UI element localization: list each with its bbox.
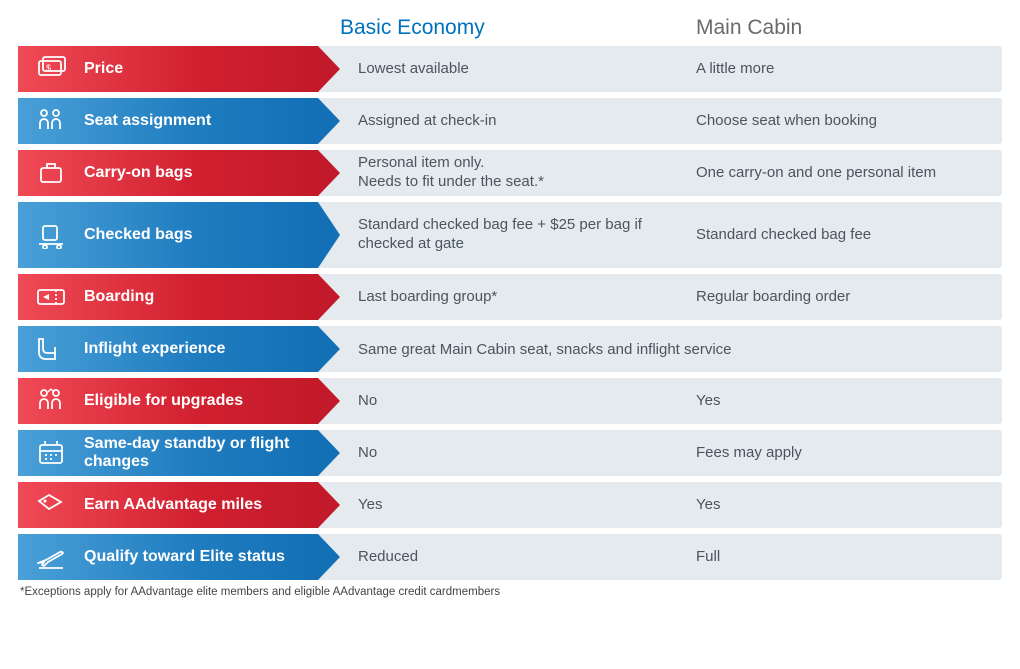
upgrade-people-icon — [18, 387, 84, 415]
cell-main: Yes — [676, 392, 1002, 411]
boarding-pass-icon — [18, 283, 84, 311]
header-row: Basic Economy Main Cabin — [18, 0, 1002, 46]
row-label-text: Same-day standby or flight changes — [84, 435, 318, 472]
cell-basic: Lowest available — [318, 60, 676, 79]
cell-main: Regular boarding order — [676, 288, 1002, 307]
fare-comparison-table: Basic Economy Main Cabin Price Lowest ava… — [18, 0, 1002, 598]
row-inflight: Inflight experience Same great Main Cabin… — [18, 326, 1002, 372]
row-body: Personal item only.Needs to fit under th… — [318, 150, 1002, 196]
row-body: Assigned at check-inChoose seat when boo… — [318, 98, 1002, 144]
cell-basic: Personal item only.Needs to fit under th… — [318, 154, 676, 192]
seat-icon — [18, 335, 84, 363]
luggage-cart-icon — [18, 221, 84, 249]
row-body: NoYes — [318, 378, 1002, 424]
cell-main: Fees may apply — [676, 444, 1002, 463]
cell-main: Yes — [676, 496, 1002, 515]
row-boarding: Boarding Last boarding group*Regular boar… — [18, 274, 1002, 320]
cell-basic: Last boarding group* — [318, 288, 676, 307]
row-upgrades: Eligible for upgrades NoYes — [18, 378, 1002, 424]
header-basic-economy: Basic Economy — [318, 16, 676, 40]
plane-takeoff-icon — [18, 543, 84, 571]
miles-tag-icon — [18, 491, 84, 519]
row-elite: Qualify toward Elite status ReducedFull — [18, 534, 1002, 580]
cell-main: Standard checked bag fee — [676, 226, 1002, 245]
cell-main: One carry-on and one personal item — [676, 164, 1002, 183]
cell-main: Choose seat when booking — [676, 112, 1002, 131]
row-label-text: Qualify toward Elite status — [84, 548, 293, 566]
calendar-icon — [18, 439, 84, 467]
row-label-boarding: Boarding — [18, 274, 318, 320]
row-miles: Earn AAdvantage miles YesYes — [18, 482, 1002, 528]
row-label-checked: Checked bags — [18, 202, 318, 268]
row-label-text: Checked bags — [84, 226, 200, 244]
cell-basic: No — [318, 444, 676, 463]
row-body: ReducedFull — [318, 534, 1002, 580]
header-main-cabin: Main Cabin — [676, 16, 1002, 40]
row-price: Price Lowest availableA little more — [18, 46, 1002, 92]
row-label-text: Earn AAdvantage miles — [84, 496, 270, 514]
cell-basic: Standard checked bag fee + $25 per bag i… — [318, 216, 676, 254]
cell-basic: No — [318, 392, 676, 411]
row-body: Lowest availableA little more — [318, 46, 1002, 92]
row-label-standby: Same-day standby or flight changes — [18, 430, 318, 476]
cell-basic: Reduced — [318, 548, 676, 567]
row-carryon: Carry-on bags Personal item only.Needs to… — [18, 150, 1002, 196]
row-body: Last boarding group*Regular boarding ord… — [318, 274, 1002, 320]
row-label-text: Inflight experience — [84, 340, 233, 358]
suitcase-icon — [18, 159, 84, 187]
row-label-upgrades: Eligible for upgrades — [18, 378, 318, 424]
row-label-elite: Qualify toward Elite status — [18, 534, 318, 580]
row-checked: Checked bags Standard checked bag fee + $… — [18, 202, 1002, 268]
row-label-inflight: Inflight experience — [18, 326, 318, 372]
row-body: Standard checked bag fee + $25 per bag i… — [318, 202, 1002, 268]
footnote: *Exceptions apply for AAdvantage elite m… — [18, 586, 1002, 598]
row-label-price: Price — [18, 46, 318, 92]
row-seat: Seat assignment Assigned at check-inChoos… — [18, 98, 1002, 144]
cell-main: Full — [676, 548, 1002, 567]
cell-main: A little more — [676, 60, 1002, 79]
row-label-text: Seat assignment — [84, 112, 219, 130]
row-label-text: Eligible for upgrades — [84, 392, 251, 410]
row-label-text: Price — [84, 60, 131, 78]
row-label-seat: Seat assignment — [18, 98, 318, 144]
price-tag-icon — [18, 55, 84, 83]
row-label-miles: Earn AAdvantage miles — [18, 482, 318, 528]
row-body: YesYes — [318, 482, 1002, 528]
seat-people-icon — [18, 107, 84, 135]
cell-basic: Yes — [318, 496, 676, 515]
row-body: NoFees may apply — [318, 430, 1002, 476]
cell-span: Same great Main Cabin seat, snacks and i… — [318, 341, 1002, 358]
row-label-text: Boarding — [84, 288, 162, 306]
cell-basic: Assigned at check-in — [318, 112, 676, 131]
row-body: Same great Main Cabin seat, snacks and i… — [318, 326, 1002, 372]
row-label-text: Carry-on bags — [84, 164, 200, 182]
row-label-carryon: Carry-on bags — [18, 150, 318, 196]
row-standby: Same-day standby or flight changesNoFees… — [18, 430, 1002, 476]
